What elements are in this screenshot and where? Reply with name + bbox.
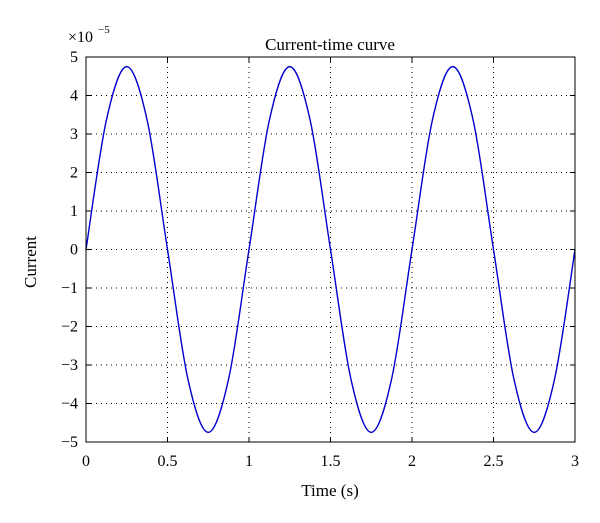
y-tick-label: 4 [70, 88, 78, 105]
y-tick-label: 1 [70, 203, 78, 220]
grid-lines [86, 57, 575, 442]
y-axis-title: Current [21, 236, 40, 288]
multiplier-base: ×10 [68, 29, 93, 46]
x-tick-labels: 0 0.5 1 1.5 2 2.5 3 [82, 453, 579, 470]
chart-title: Current-time curve [265, 35, 395, 54]
x-tick-label: 0.5 [158, 453, 178, 470]
x-tick-label: 2.5 [484, 453, 504, 470]
series-layer [85, 65, 576, 434]
y-tick-label: 0 [70, 242, 78, 259]
y-tick-label: −1 [61, 280, 78, 297]
y-tick-label: −3 [61, 357, 78, 374]
y-axis-multiplier: ×10 −5 [68, 24, 110, 46]
current-series-line [85, 65, 576, 434]
y-tick-label: −5 [61, 434, 78, 451]
x-tick-label: 2 [408, 453, 416, 470]
multiplier-exponent: −5 [98, 24, 110, 36]
x-axis-title: Time (s) [301, 481, 358, 500]
y-tick-label: −2 [61, 319, 78, 336]
y-tick-label: −4 [61, 396, 78, 413]
y-tick-label: 2 [70, 165, 78, 182]
axis-ticks [85, 56, 576, 443]
y-tick-label: 5 [70, 49, 78, 66]
x-tick-label: 3 [571, 453, 579, 470]
y-tick-label: 3 [70, 126, 78, 143]
x-tick-label: 1.5 [321, 453, 341, 470]
x-tick-label: 0 [82, 453, 90, 470]
y-tick-labels: −5 −4 −3 −2 −1 0 1 2 3 4 5 [61, 49, 78, 451]
x-tick-label: 1 [245, 453, 253, 470]
